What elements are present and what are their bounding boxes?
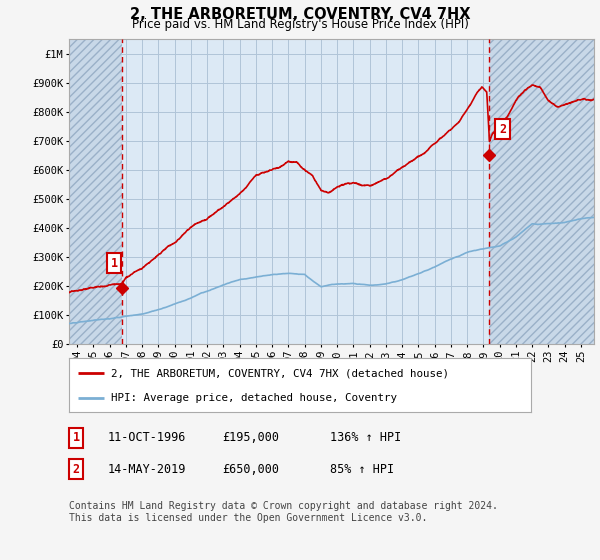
Bar <box>490 39 594 344</box>
Text: 14-MAY-2019: 14-MAY-2019 <box>108 463 187 476</box>
Text: Price paid vs. HM Land Registry's House Price Index (HPI): Price paid vs. HM Land Registry's House … <box>131 18 469 31</box>
Text: 2, THE ARBORETUM, COVENTRY, CV4 7HX (detached house): 2, THE ARBORETUM, COVENTRY, CV4 7HX (det… <box>110 368 449 379</box>
Text: £650,000: £650,000 <box>222 463 279 476</box>
Text: 1: 1 <box>73 431 80 445</box>
Text: 1: 1 <box>110 256 118 269</box>
Text: Contains HM Land Registry data © Crown copyright and database right 2024.
This d: Contains HM Land Registry data © Crown c… <box>69 501 498 523</box>
Text: 85% ↑ HPI: 85% ↑ HPI <box>330 463 394 476</box>
Text: 136% ↑ HPI: 136% ↑ HPI <box>330 431 401 445</box>
Text: 2, THE ARBORETUM, COVENTRY, CV4 7HX: 2, THE ARBORETUM, COVENTRY, CV4 7HX <box>130 7 470 22</box>
Text: 2: 2 <box>73 463 80 476</box>
Bar <box>69 39 122 344</box>
Text: £195,000: £195,000 <box>222 431 279 445</box>
Text: 11-OCT-1996: 11-OCT-1996 <box>108 431 187 445</box>
Text: 2: 2 <box>499 123 506 136</box>
Text: HPI: Average price, detached house, Coventry: HPI: Average price, detached house, Cove… <box>110 393 397 403</box>
